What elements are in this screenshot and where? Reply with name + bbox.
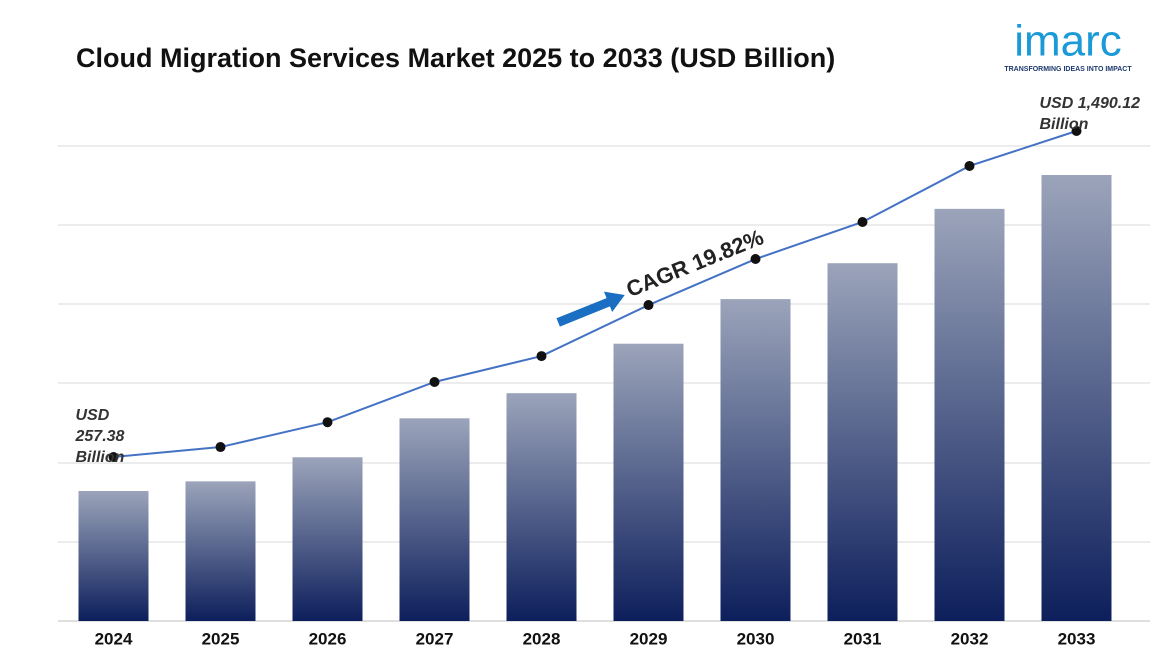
bar [720, 299, 791, 621]
bar [1041, 175, 1112, 621]
marker [429, 376, 440, 387]
bar [185, 481, 256, 621]
marker [108, 452, 119, 462]
marker [750, 254, 761, 265]
marker [215, 442, 226, 453]
marker [1071, 126, 1082, 136]
value-label: USD 1,490.12 Billion [1039, 95, 1141, 133]
x-tick-label: 2032 [951, 629, 989, 648]
bar [827, 263, 898, 621]
bar [399, 418, 470, 621]
x-tick-label: 2028 [523, 629, 561, 648]
cagr-arrow [556, 291, 625, 327]
x-tick-label: 2030 [737, 629, 775, 648]
bar [78, 491, 149, 621]
x-tick-label: 2029 [630, 629, 668, 648]
x-tick-label: 2025 [202, 629, 240, 648]
chart-title: Cloud Migration Services Market 2025 to … [76, 43, 835, 73]
line [113, 130, 1077, 458]
logo-tagline: TRANSFORMING IDEAS INTO IMPACT [1004, 66, 1132, 73]
x-tick-label: 2026 [309, 629, 347, 648]
bar [506, 393, 577, 621]
marker [322, 417, 333, 428]
bar [292, 457, 363, 621]
value-label: USD 257.38 Billion [75, 407, 125, 466]
logo-name: imarc [1014, 17, 1122, 66]
x-tick-label: 2024 [95, 629, 133, 648]
marker [643, 300, 654, 311]
x-tick-label: 2027 [416, 629, 454, 648]
x-tick-label: 2033 [1058, 629, 1096, 648]
marker [964, 160, 975, 171]
x-tick-label: 2031 [844, 629, 882, 648]
bar [613, 343, 684, 621]
bar [934, 208, 1005, 621]
marker [536, 351, 547, 362]
marker [857, 217, 868, 228]
